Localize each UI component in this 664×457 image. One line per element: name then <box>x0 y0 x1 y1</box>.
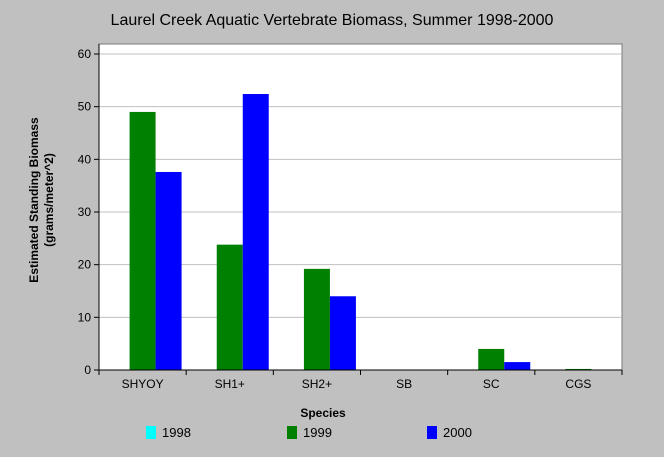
y-tick-label-60: 60 <box>78 47 92 61</box>
legend-item-2000: 2000 <box>427 424 472 440</box>
legend-swatch-1998 <box>146 425 156 439</box>
y-tick-label-0: 0 <box>84 363 91 377</box>
y-tick-label-10: 10 <box>78 310 92 324</box>
legend-item-1999: 1999 <box>287 424 332 440</box>
x-tick-label-SH1+: SH1+ <box>215 377 245 391</box>
legend-label-2000: 2000 <box>443 424 472 440</box>
x-tick-label-SH2+: SH2+ <box>302 377 332 391</box>
plot-area <box>98 43 623 371</box>
bar-1999-SH2+ <box>303 268 330 370</box>
bar-1999-SH1+ <box>216 244 243 370</box>
y-tick-label-50: 50 <box>78 100 92 114</box>
legend-label-1999: 1999 <box>303 424 332 440</box>
bars <box>129 94 592 370</box>
bar-2000-SH1+ <box>242 94 269 370</box>
legend-swatch-1999 <box>287 425 297 439</box>
y-tick-label-30: 30 <box>78 205 92 219</box>
x-tick-label-SC: SC <box>483 377 500 391</box>
y-axis-title-line-1: Estimated Standing Biomass <box>27 117 41 283</box>
chart-title: Laurel Creek Aquatic Vertebrate Biomass,… <box>110 12 554 29</box>
bar-2000-SC <box>504 362 531 370</box>
x-axis-title: Species <box>300 406 346 420</box>
x-tick-label-SHYOY: SHYOY <box>122 377 164 391</box>
y-tick-label-20: 20 <box>78 258 92 272</box>
bar-2000-SHYOY <box>155 171 182 370</box>
x-tick-label-CGS: CGS <box>565 377 591 391</box>
axes: 0 10 20 30 40 50 60 SHYOY SH1+ SH2+ SB SC CGS <box>78 44 623 391</box>
y-tick-label-40: 40 <box>78 152 92 166</box>
y-axis-title-line-2: (grams/meter^2) <box>42 153 56 247</box>
bar-2000-SH2+ <box>329 296 356 370</box>
bar-1999-SC <box>478 348 505 370</box>
legend-label-1998: 1998 <box>162 424 191 440</box>
bar-1999-SHYOY <box>129 111 156 370</box>
bar-1999-CGS <box>565 368 592 370</box>
legend-item-1998: 1998 <box>146 424 191 440</box>
grid-lines <box>99 53 622 318</box>
legend-swatch-2000 <box>427 425 437 439</box>
x-tick-label-SB: SB <box>396 377 412 391</box>
